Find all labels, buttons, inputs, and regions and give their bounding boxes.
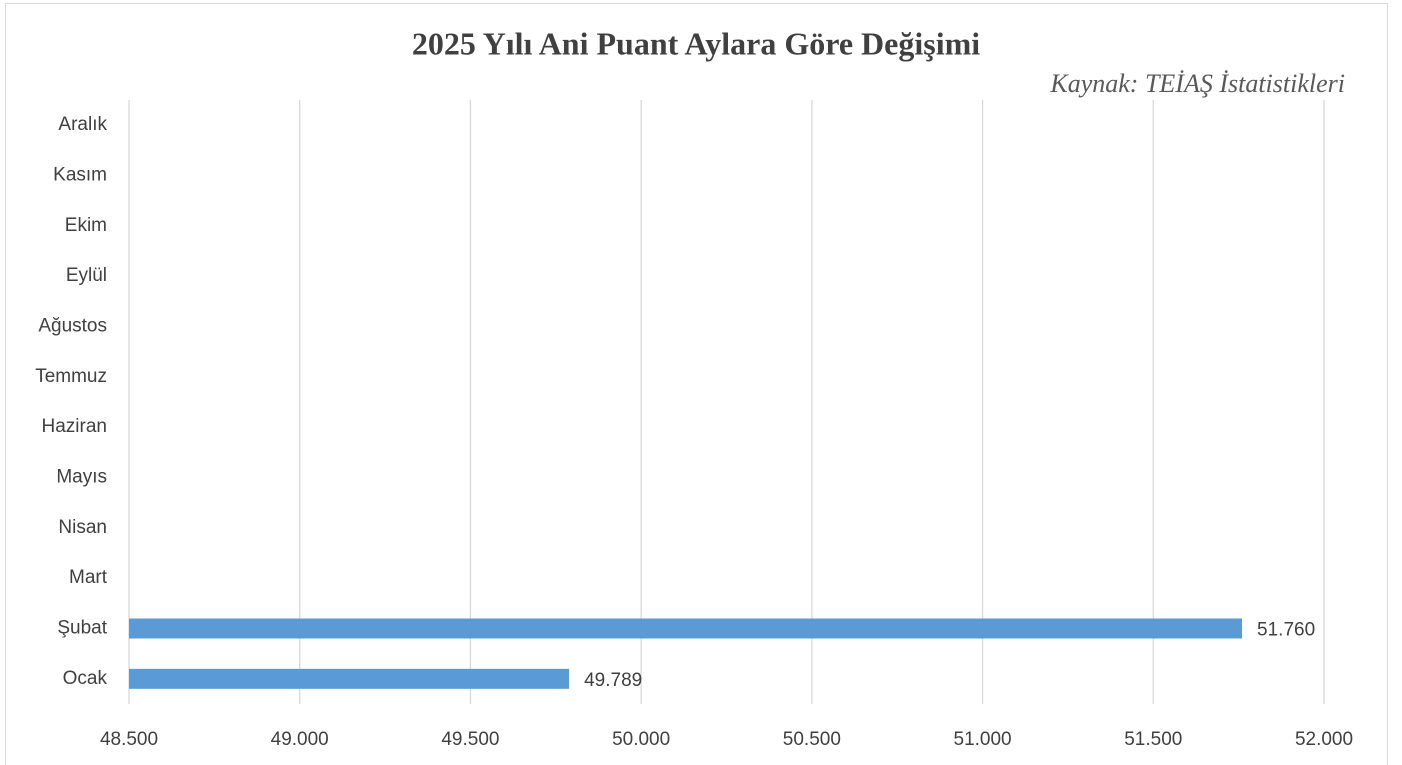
y-tick-label: Nisan <box>58 517 107 538</box>
x-tick-label: 52.000 <box>1295 729 1353 750</box>
y-tick-label: Kasım <box>53 165 107 186</box>
bar <box>129 618 1243 639</box>
data-label: 51.760 <box>1257 620 1315 641</box>
x-tick-label: 49.000 <box>271 729 329 750</box>
y-tick-label: Haziran <box>42 416 107 437</box>
y-tick-label: Mayıs <box>56 467 107 488</box>
y-tick-label: Mart <box>69 567 108 588</box>
x-tick-label: 49.500 <box>441 729 499 750</box>
chart-border <box>5 3 1388 765</box>
x-tick-label: 50.000 <box>612 729 670 750</box>
data-label: 49.789 <box>584 670 642 691</box>
y-tick-label: Ekim <box>65 215 107 236</box>
y-tick-label: Temmuz <box>35 366 107 387</box>
y-tick-label: Eylül <box>66 265 107 286</box>
y-tick-label: Aralık <box>58 114 107 135</box>
x-tick-label: 51.000 <box>954 729 1012 750</box>
bar <box>129 668 570 689</box>
x-tick-label: 51.500 <box>1124 729 1182 750</box>
chart-title: 2025 Yılı Ani Puant Aylara Göre Değişimi <box>412 25 980 61</box>
x-tick-label: 50.500 <box>783 729 841 750</box>
y-tick-label: Ocak <box>63 668 108 689</box>
y-tick-label: Şubat <box>57 618 107 639</box>
y-tick-label: Ağustos <box>38 316 107 337</box>
chart-subtitle: Kaynak: TEİAŞ İstatistikleri <box>1049 69 1345 98</box>
x-tick-label: 48.500 <box>100 729 158 750</box>
